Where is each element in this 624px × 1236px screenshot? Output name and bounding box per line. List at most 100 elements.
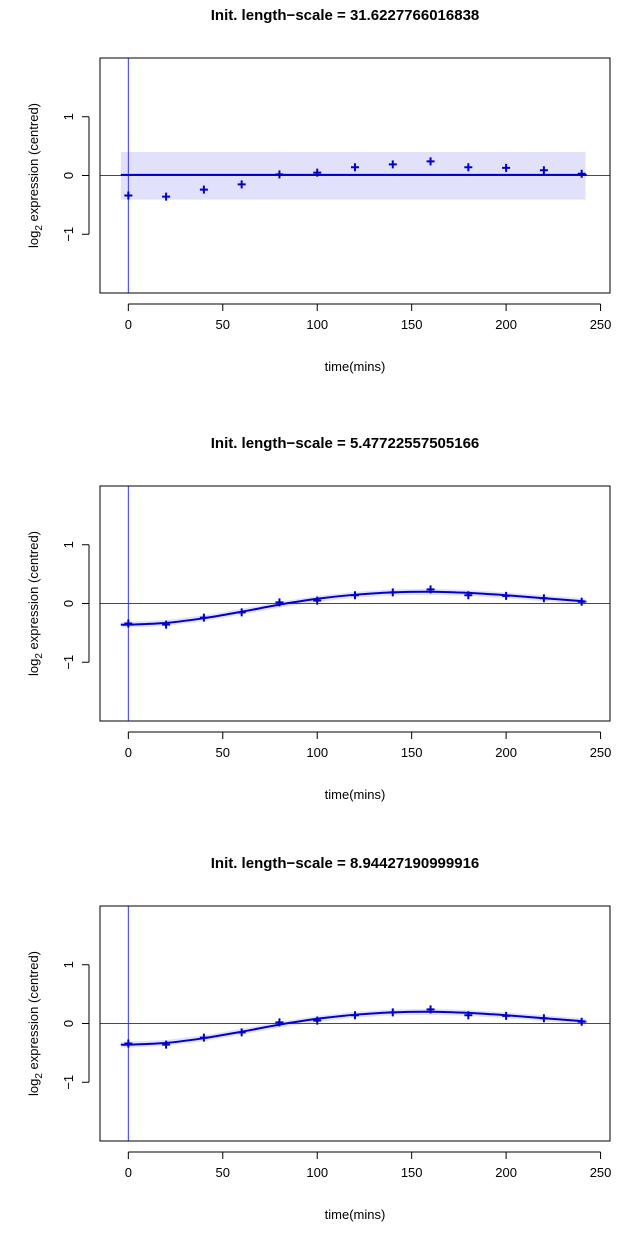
data-point (313, 168, 322, 177)
y-axis: −1 0 1 (61, 113, 90, 242)
data-point (124, 619, 133, 628)
data-point (577, 1017, 586, 1026)
x-tick-label: 150 (401, 1165, 423, 1180)
data-point (539, 594, 548, 603)
data-point (388, 588, 397, 597)
chart-title: Init. length−scale = 5.47722557505166 (211, 435, 480, 452)
y-axis-label-subscript: 2 (34, 1073, 45, 1079)
y-axis-label: log2 expression (centred) (26, 103, 45, 248)
plot-frame (99, 485, 611, 722)
y-axis-label-base: log (26, 659, 41, 676)
y-axis-label: log2 expression (centred) (26, 531, 45, 676)
x-tick-label: 0 (125, 1165, 132, 1180)
x-axis: 0 50 100 150 200 250 (125, 731, 612, 760)
x-tick-label: 200 (495, 317, 517, 332)
y-tick-label: −1 (61, 655, 76, 670)
data-point (275, 1018, 284, 1027)
x-tick-label: 200 (495, 1165, 517, 1180)
y-axis-label-subscript: 2 (34, 653, 45, 659)
plot-area (100, 486, 610, 721)
data-point (275, 170, 284, 179)
y-tick-label: 0 (61, 1020, 76, 1027)
plot-frame (99, 905, 611, 1142)
x-tick-label: 100 (306, 1165, 328, 1180)
plot-frame (99, 57, 611, 294)
data-point (426, 1005, 435, 1014)
data-point (162, 192, 171, 201)
chart-panel-2: Init. length−scale = 5.47722557505166 0 50… (26, 435, 611, 802)
data-point (464, 591, 473, 600)
x-axis: 0 50 100 150 200 250 (125, 303, 612, 332)
data-point (237, 180, 246, 189)
chart-title: Init. length−scale = 8.94427190999916 (211, 855, 480, 872)
data-point (237, 1028, 246, 1037)
data-point (275, 598, 284, 607)
x-tick-label: 50 (216, 317, 230, 332)
data-point (577, 597, 586, 606)
data-point (351, 591, 359, 600)
data-point (502, 163, 511, 172)
x-axis-label: time(mins) (325, 359, 386, 374)
plot-area (100, 58, 610, 293)
data-point (351, 163, 359, 172)
data-point (502, 591, 511, 600)
y-tick-label: 1 (61, 541, 76, 548)
x-axis: 0 50 100 150 200 250 (125, 1151, 612, 1180)
data-point (388, 1008, 397, 1017)
x-tick-label: 250 (590, 745, 612, 760)
data-point (313, 1016, 322, 1025)
x-tick-label: 250 (590, 1165, 612, 1180)
data-point (313, 596, 322, 605)
x-tick-label: 0 (125, 317, 132, 332)
y-tick-label: −1 (61, 227, 76, 242)
data-point (426, 157, 435, 166)
y-tick-label: 0 (61, 172, 76, 179)
y-axis-label-subscript: 2 (34, 225, 45, 231)
x-tick-label: 250 (590, 317, 612, 332)
data-point (162, 1040, 171, 1049)
x-tick-label: 150 (401, 745, 423, 760)
x-tick-label: 50 (216, 1165, 230, 1180)
y-axis-label-rest: expression (centred) (26, 103, 41, 225)
y-axis: −1 0 1 (61, 541, 90, 670)
plot-area (100, 906, 610, 1141)
y-axis-label-rest: expression (centred) (26, 951, 41, 1073)
data-point (577, 169, 586, 178)
data-point (426, 585, 435, 594)
x-tick-label: 150 (401, 317, 423, 332)
data-point (124, 191, 133, 200)
chart-title: Init. length−scale = 31.6227766016838 (211, 7, 480, 24)
y-axis-label-base: log (26, 1079, 41, 1096)
y-axis: −1 0 1 (61, 961, 90, 1090)
data-point (388, 160, 397, 169)
data-point (464, 163, 473, 172)
chart-panel-3: Init. length−scale = 8.94427190999916 0 50… (26, 855, 611, 1222)
data-point (464, 1011, 473, 1020)
x-tick-label: 100 (306, 745, 328, 760)
data-point (199, 613, 208, 622)
y-tick-label: 0 (61, 600, 76, 607)
x-axis-label: time(mins) (325, 1207, 386, 1222)
x-axis-label: time(mins) (325, 787, 386, 802)
data-point (124, 1039, 133, 1048)
x-tick-label: 100 (306, 317, 328, 332)
data-point (237, 608, 246, 617)
y-tick-label: 1 (61, 961, 76, 968)
chart-panel-1: Init. length−scale = 31.6227766016838 0 50… (26, 7, 611, 374)
data-point (199, 1033, 208, 1042)
data-point (199, 185, 208, 194)
y-axis-label: log2 expression (centred) (26, 951, 45, 1096)
data-point (539, 166, 548, 175)
x-tick-label: 50 (216, 745, 230, 760)
data-point (539, 1014, 548, 1023)
y-tick-label: −1 (61, 1075, 76, 1090)
y-tick-label: 1 (61, 113, 76, 120)
x-tick-label: 200 (495, 745, 517, 760)
data-point (502, 1011, 511, 1020)
x-tick-label: 0 (125, 745, 132, 760)
data-point (162, 620, 171, 629)
data-point (351, 1011, 359, 1020)
y-axis-label-rest: expression (centred) (26, 531, 41, 653)
y-axis-label-base: log (26, 231, 41, 248)
